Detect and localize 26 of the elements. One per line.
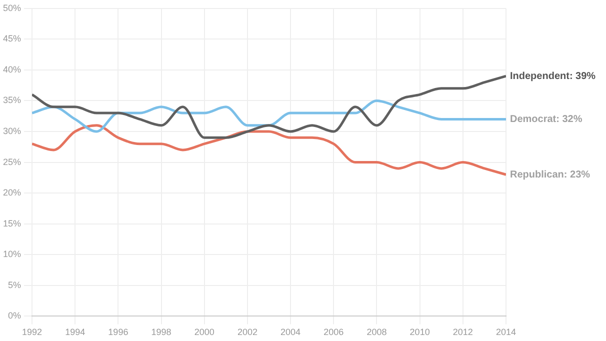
y-tick-label: 30% [3,126,22,136]
y-tick-label: 40% [3,64,22,74]
x-tick-label: 2000 [194,327,214,338]
x-tick-label: 1996 [108,327,128,338]
y-tick-label: 15% [3,218,22,228]
x-tick-label: 2014 [496,327,516,338]
y-tick-label: 25% [3,156,22,167]
y-tick-label: 45% [3,34,22,44]
x-tick-label: 1994 [65,327,86,338]
x-tick-label: 1998 [151,327,172,338]
series-label: Democrat: 32% [510,114,582,125]
y-tick-label: 35% [3,95,22,106]
y-tick-label: 5% [8,280,22,290]
x-tick-label: 2004 [280,327,301,338]
x-tick-label: 2010 [410,327,430,338]
series-label: Republican: 23% [510,169,590,180]
x-tick-label: 2006 [324,327,344,338]
y-tick-label: 20% [3,188,22,198]
y-tick-label: 50% [3,2,22,13]
series-label: Independent: 39% [510,70,596,82]
x-tick-label: 2012 [452,327,473,338]
x-tick-label: 2008 [366,327,387,338]
x-tick-label: 2002 [237,327,258,338]
y-tick-label: 10% [3,249,22,260]
x-tick-label: 1992 [22,327,42,338]
y-tick-label: 0% [8,310,22,321]
